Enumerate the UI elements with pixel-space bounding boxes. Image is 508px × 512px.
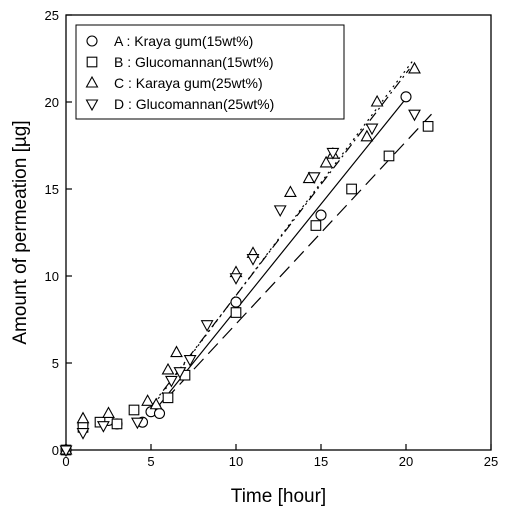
- regression-lines: [150, 58, 432, 416]
- data-point-triangle-up: [283, 185, 297, 198]
- data-point-circle: [230, 296, 242, 308]
- data-point-triangle-up: [149, 397, 163, 410]
- data-point-square: [111, 418, 123, 430]
- legend-label: C : Karaya gum(25wt%): [114, 75, 263, 91]
- x-tick-label: 10: [229, 454, 243, 469]
- x-axis-label: Time [hour]: [231, 486, 326, 507]
- y-tick-label: 15: [45, 182, 59, 197]
- legend-label: A : Kraya gum(15wt%): [114, 33, 253, 49]
- data-point-triangle-down: [307, 172, 321, 184]
- data-point-triangle-down: [164, 375, 178, 388]
- x-tick-label: 20: [399, 454, 413, 469]
- data-point-triangle-down: [408, 109, 421, 122]
- y-tick-label: 0: [52, 443, 59, 458]
- data-point-triangle-up: [370, 94, 384, 107]
- data-point-triangle-down: [96, 421, 110, 433]
- x-tick-label: 0: [62, 454, 69, 469]
- data-point-triangle-up: [76, 411, 90, 424]
- data-point-square: [162, 392, 174, 404]
- legend-marker-triangle-up: [85, 75, 99, 88]
- data-markers: [59, 61, 434, 458]
- data-point-triangle-up: [319, 155, 333, 168]
- data-point-triangle-up: [408, 61, 421, 74]
- data-point-square: [346, 183, 357, 195]
- data-point-triangle-down: [183, 354, 197, 367]
- fit-line-triangle-up: [150, 58, 415, 409]
- y-axis-label: Amount of permeation [µg]: [10, 120, 31, 344]
- data-point-triangle-down: [229, 273, 243, 285]
- legend-marker-triangle-down: [85, 99, 99, 112]
- plot-area: [65, 14, 492, 451]
- axis-ticks: 0 5 10 15 20 25 0 5 10 15 20 25: [45, 8, 499, 469]
- fit-line-square: [150, 113, 432, 416]
- legend-marker-circle: [86, 35, 98, 47]
- data-point-triangle-up: [161, 362, 175, 375]
- data-point-square: [422, 121, 434, 132]
- legend-label: D : Glucomannan(25wt%): [114, 96, 274, 112]
- fit-line-triangle-down: [150, 68, 410, 407]
- data-point-circle: [153, 407, 166, 420]
- fit-line-circle: [150, 98, 407, 416]
- data-point-triangle-down: [173, 367, 187, 379]
- y-tick-label: 5: [52, 356, 59, 371]
- data-point-square: [230, 307, 242, 318]
- data-point-triangle-down: [273, 205, 287, 218]
- data-point-triangle-down: [326, 147, 340, 160]
- data-point-triangle-down: [246, 254, 260, 266]
- data-point-triangle-up: [360, 129, 374, 142]
- x-tick-label: 25: [484, 454, 498, 469]
- data-point-triangle-down: [200, 320, 214, 332]
- data-point-triangle-up: [102, 406, 115, 419]
- plot-frame: [65, 14, 492, 451]
- data-point-square: [128, 404, 140, 416]
- data-point-circle: [315, 209, 327, 221]
- legend-box: [75, 24, 345, 120]
- x-tick-label: 15: [314, 454, 328, 469]
- x-tick-label: 5: [147, 454, 154, 469]
- data-point-triangle-down: [76, 428, 90, 440]
- legend-marker-square: [86, 56, 98, 68]
- legend: A : Kraya gum(15wt%) B : Glucomannan(15wt…: [75, 24, 345, 120]
- legend-label: B : Glucomannan(15wt%): [114, 54, 274, 70]
- data-point-triangle-up: [141, 394, 155, 406]
- data-point-square: [383, 150, 395, 162]
- y-tick-label: 25: [45, 8, 59, 23]
- y-tick-label: 20: [45, 95, 59, 110]
- data-point-square: [310, 220, 322, 231]
- data-point-triangle-down: [365, 123, 379, 136]
- data-point-triangle-down: [130, 417, 144, 430]
- data-point-triangle-up: [170, 345, 183, 358]
- data-point-circle: [400, 91, 412, 103]
- data-point-triangle-down: [59, 445, 73, 458]
- y-tick-label: 10: [45, 269, 59, 284]
